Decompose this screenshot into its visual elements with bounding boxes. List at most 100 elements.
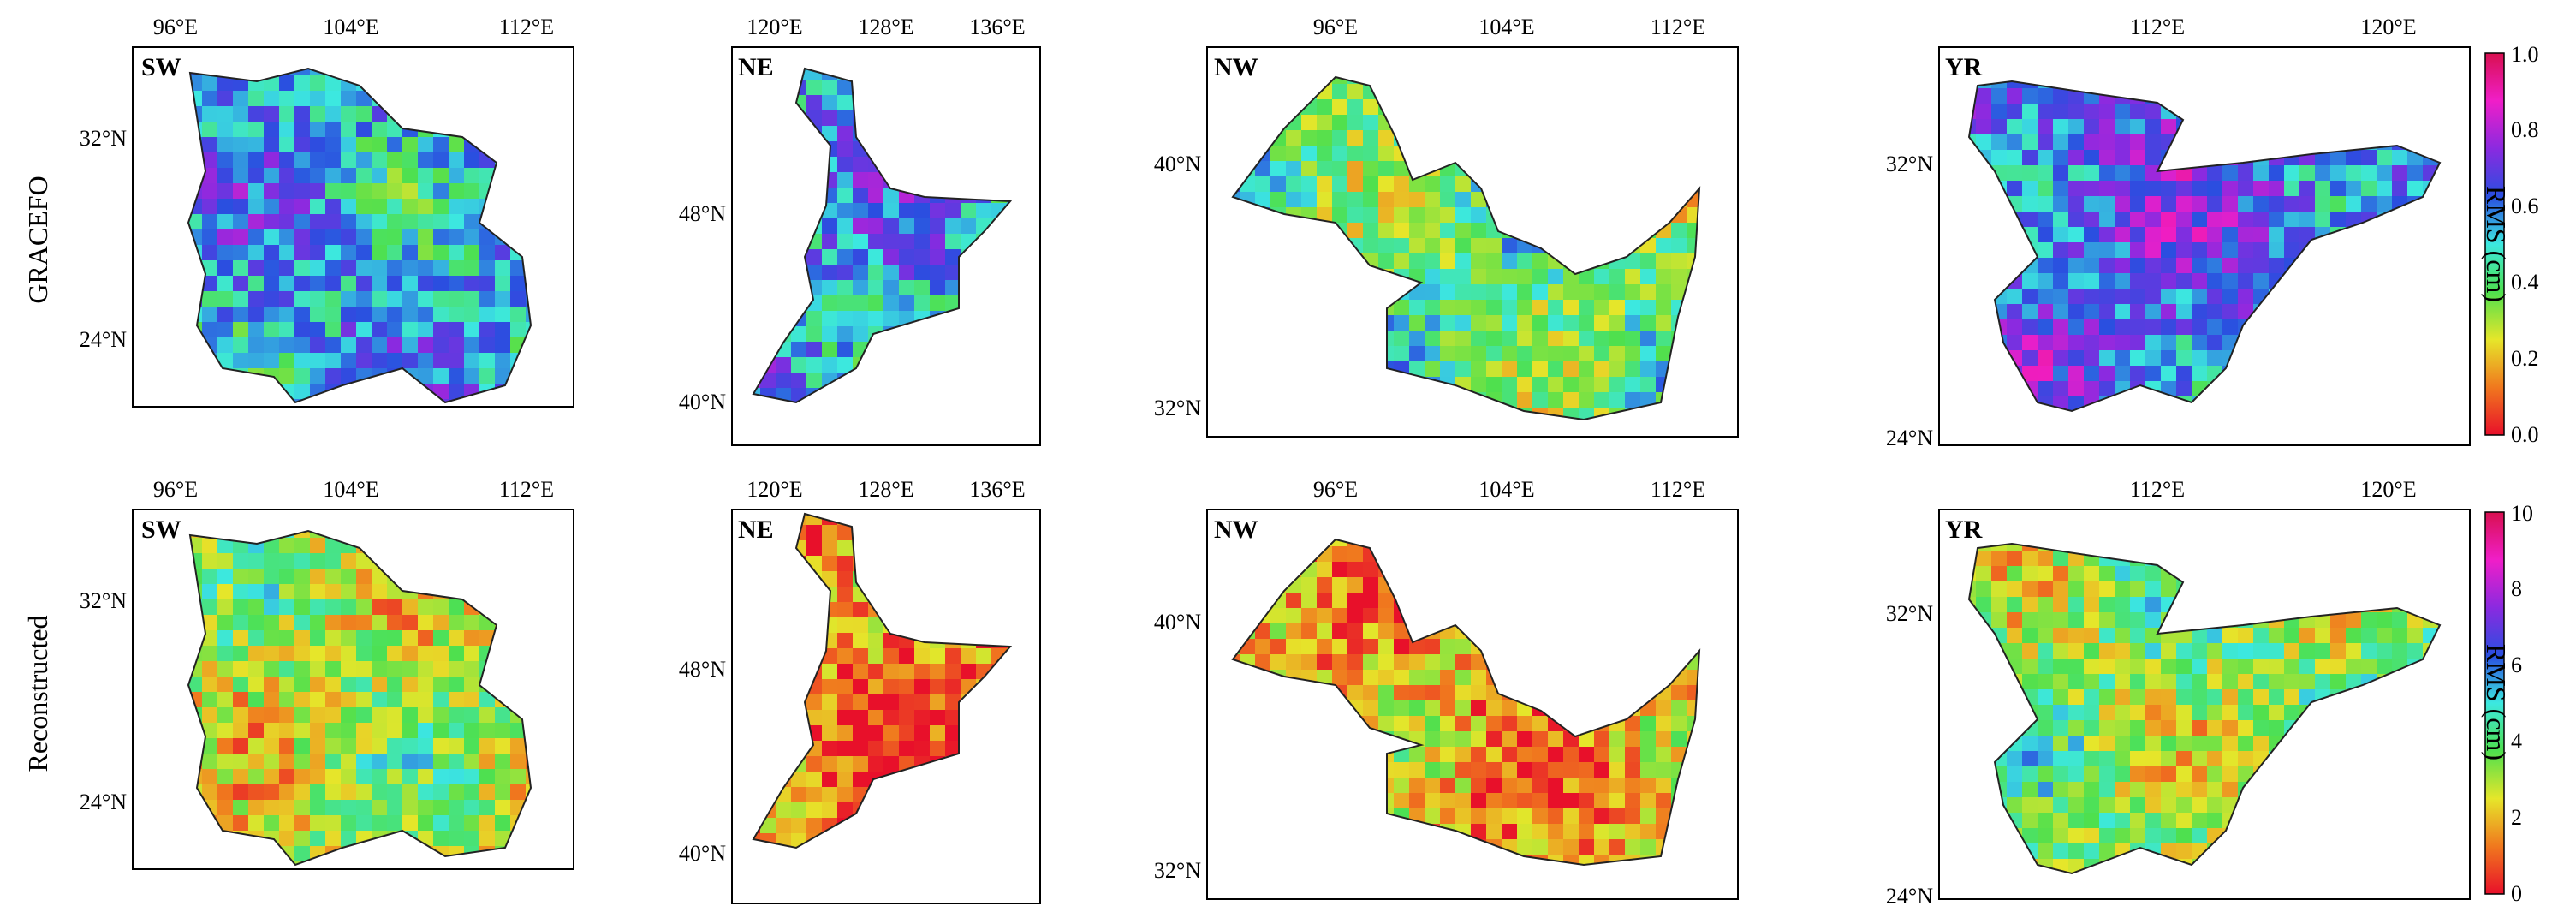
map-cell [2099, 81, 2115, 89]
map-cell [2176, 350, 2192, 367]
map-cell [541, 368, 557, 384]
map-cell [791, 69, 807, 80]
map-cell [188, 538, 203, 554]
map-cell [2346, 366, 2362, 382]
map-cell [2253, 396, 2270, 411]
map-cell [2222, 751, 2239, 767]
map-cell [2176, 597, 2192, 613]
map-cell [387, 276, 403, 292]
map-cell [1270, 608, 1287, 624]
map-cell [402, 877, 419, 893]
map-cell [1702, 346, 1718, 362]
map-cell [2115, 104, 2131, 120]
map-cell [217, 599, 234, 616]
map-cell [1255, 99, 1271, 116]
map-cell [822, 172, 838, 188]
map-cell [171, 646, 187, 662]
map-cell [1579, 670, 1595, 686]
map-cell [1991, 150, 2008, 166]
map-cell [2238, 705, 2254, 721]
map-cell [449, 229, 465, 246]
map-cell [1270, 269, 1287, 285]
map-cell [1687, 377, 1699, 393]
map-cell [1440, 176, 1456, 193]
map-cell [1394, 855, 1410, 865]
map-cell [2361, 797, 2377, 814]
map-cell [1455, 176, 1472, 193]
map-cell [449, 538, 465, 554]
map-cell [325, 569, 342, 585]
map-cell [1609, 793, 1626, 809]
map-cell [1007, 141, 1010, 158]
map-cell [1394, 539, 1410, 547]
map-cell [1455, 130, 1472, 146]
map-cell [1301, 577, 1318, 593]
map-cell [1702, 778, 1718, 794]
map-cell [1255, 253, 1271, 270]
map-cell [2099, 828, 2115, 844]
map-cell [2238, 165, 2254, 182]
map-cell [1347, 685, 1364, 701]
map-cell [1687, 84, 1699, 100]
map-cell [1233, 778, 1240, 794]
map-cell [2377, 566, 2393, 582]
map-cell [2099, 674, 2115, 690]
map-cell [753, 188, 761, 204]
map-cell [883, 295, 900, 312]
map-cell [325, 307, 342, 323]
map-cell [418, 307, 434, 323]
map-cell [1455, 870, 1472, 886]
map-cell [2145, 134, 2162, 151]
map-cell [1255, 315, 1271, 331]
map-cell [449, 368, 465, 384]
map-cell [1702, 361, 1718, 378]
map-cell [2022, 766, 2038, 783]
map-cell [2068, 134, 2085, 151]
map-cell [2299, 88, 2316, 104]
map-cell [1625, 392, 1641, 408]
map-cell [1440, 408, 1456, 420]
map-cell [1625, 793, 1641, 809]
map-cell [2269, 581, 2285, 598]
map-cell [899, 694, 915, 711]
map-cell [791, 514, 807, 526]
map-cell [776, 571, 792, 587]
map-cell [776, 95, 792, 111]
map-cell [2269, 366, 2285, 382]
map-cell [2084, 150, 2100, 166]
map-cell [372, 707, 388, 724]
map-cell [495, 677, 511, 693]
map-cell [2207, 242, 2223, 259]
map-cell [1286, 747, 1302, 763]
map-cell [2115, 242, 2131, 259]
map-cell [402, 846, 419, 862]
map-cell [1579, 146, 1595, 162]
map-cell [822, 249, 838, 265]
map-cell [217, 692, 234, 708]
map-cell [325, 152, 342, 169]
map-cell [2299, 196, 2316, 212]
map-cell [1594, 130, 1610, 146]
map-cell [1640, 331, 1657, 347]
map-cell [883, 403, 900, 420]
map-cell [914, 265, 931, 281]
map-cell [479, 531, 496, 539]
map-cell [806, 725, 823, 742]
map-cell [1007, 525, 1010, 541]
map-cell [945, 110, 961, 127]
map-cell [776, 525, 792, 541]
map-cell [2284, 813, 2300, 829]
map-cell [1656, 146, 1672, 162]
map-cell [2068, 736, 2085, 752]
map-cell [1409, 539, 1425, 547]
map-cell [294, 183, 311, 200]
map-cell [325, 615, 342, 631]
map-cell [1532, 84, 1549, 100]
map-cell [2176, 813, 2192, 829]
map-cell [526, 106, 531, 122]
map-cell [1656, 77, 1672, 85]
map-cell [356, 245, 372, 261]
map-cell [1625, 546, 1641, 563]
map-cell [2192, 350, 2208, 367]
map-cell [2207, 736, 2223, 752]
